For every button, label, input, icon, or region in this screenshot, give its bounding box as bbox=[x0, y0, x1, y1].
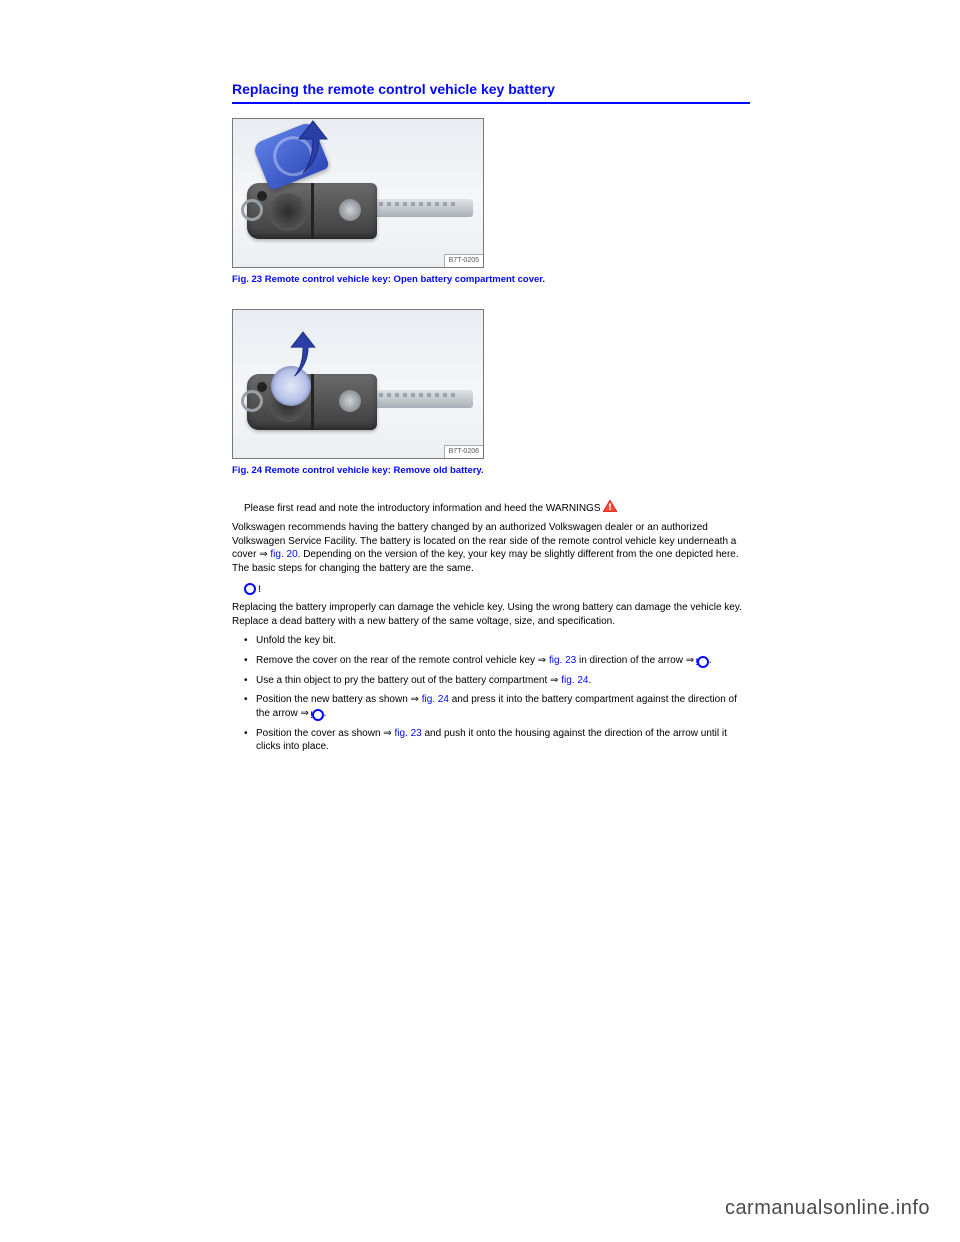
text: . Depending on the version of the key, y… bbox=[232, 549, 739, 574]
text: in direction of the arrow ⇒ bbox=[576, 655, 697, 666]
page-title: Replacing the remote control vehicle key… bbox=[232, 80, 750, 99]
step-pry-out: •Use a thin object to pry the battery ou… bbox=[232, 674, 750, 688]
fig-20-link[interactable]: fig. 20 bbox=[270, 549, 297, 560]
key-illustration bbox=[247, 183, 475, 251]
arrow-up-icon bbox=[286, 328, 320, 379]
notice-1: ! bbox=[232, 581, 750, 595]
figure-code: B7T-0205 bbox=[444, 254, 483, 266]
text: Use a thin object to pry the battery out… bbox=[256, 675, 561, 686]
figure-23: B7T-0205 bbox=[232, 118, 484, 268]
notice-icon: ! bbox=[312, 709, 324, 721]
text: . bbox=[588, 675, 591, 686]
vw-logo-icon bbox=[339, 199, 361, 221]
text: Please first read and note the introduct… bbox=[244, 503, 603, 514]
text: . bbox=[709, 655, 712, 666]
figure-number: Fig. 24 bbox=[232, 465, 262, 476]
bullet: • bbox=[244, 674, 256, 688]
warning-triangle-icon bbox=[603, 500, 617, 512]
key-head bbox=[247, 374, 377, 430]
heading-rule bbox=[232, 102, 750, 104]
vw-logo-icon bbox=[339, 390, 361, 412]
key-release-button bbox=[257, 382, 267, 392]
figure-caption-text: Remote control vehicle key: Open battery… bbox=[262, 274, 545, 285]
key-ring bbox=[241, 199, 263, 221]
step-unfold: •Unfold the key bit. bbox=[232, 634, 750, 648]
text: Position the new battery as shown ⇒ bbox=[256, 694, 422, 705]
intro-line: Please first read and note the introduct… bbox=[232, 500, 750, 516]
key-ring bbox=[241, 390, 263, 412]
figure-23-caption: Fig. 23 Remote control vehicle key: Open… bbox=[232, 274, 582, 287]
arrow-up-icon bbox=[293, 118, 333, 177]
bullet: • bbox=[244, 693, 256, 707]
fig-23-link[interactable]: fig. 23 bbox=[394, 728, 421, 739]
bullet: • bbox=[244, 634, 256, 648]
key-blade bbox=[373, 390, 473, 408]
text: Remove the cover on the rear of the remo… bbox=[256, 655, 549, 666]
key-divider bbox=[311, 183, 314, 239]
dealer-paragraph: Volkswagen recommends having the battery… bbox=[232, 521, 750, 575]
fig-24-link[interactable]: fig. 24 bbox=[561, 675, 588, 686]
step-new-battery: •Position the new battery as shown ⇒ fig… bbox=[232, 693, 750, 721]
text: . bbox=[324, 708, 327, 719]
watermark: carmanualsonline.info bbox=[725, 1195, 930, 1222]
figure-caption-text: Remote control vehicle key: Remove old b… bbox=[262, 465, 484, 476]
fig-24-link[interactable]: fig. 24 bbox=[422, 694, 449, 705]
key-head bbox=[247, 183, 377, 239]
figure-code: B7T-0206 bbox=[444, 445, 483, 457]
step-replace-cover: •Position the cover as shown ⇒ fig. 23 a… bbox=[232, 727, 750, 754]
notice-1-text: Replacing the battery improperly can dam… bbox=[232, 601, 750, 628]
bullet: • bbox=[244, 727, 256, 741]
key-divider bbox=[311, 374, 314, 430]
key-release-button bbox=[257, 191, 267, 201]
step-remove-cover: •Remove the cover on the rear of the rem… bbox=[232, 654, 750, 668]
text: Replacing the battery improperly can dam… bbox=[232, 602, 742, 627]
body-text: Please first read and note the introduct… bbox=[232, 500, 750, 754]
figure-24: B7T-0206 bbox=[232, 309, 484, 459]
key-blade bbox=[373, 199, 473, 217]
text: Position the cover as shown ⇒ bbox=[256, 728, 394, 739]
bullet: • bbox=[244, 654, 256, 668]
text: Unfold the key bit. bbox=[256, 635, 336, 646]
figure-number: Fig. 23 bbox=[232, 274, 262, 285]
fig-23-link[interactable]: fig. 23 bbox=[549, 655, 576, 666]
notice-icon: ! bbox=[697, 656, 709, 668]
figure-24-caption: Fig. 24 Remote control vehicle key: Remo… bbox=[232, 465, 582, 478]
battery-cavity bbox=[269, 193, 307, 231]
notice-icon: ! bbox=[244, 583, 256, 595]
manual-page: Replacing the remote control vehicle key… bbox=[0, 0, 960, 1242]
